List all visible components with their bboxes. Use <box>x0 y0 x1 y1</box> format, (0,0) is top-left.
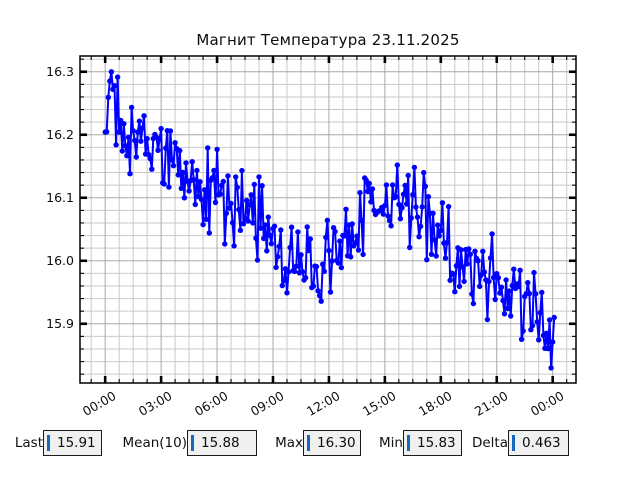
stat-value-delta: 0.463 <box>522 435 561 451</box>
text-cursor-icon <box>512 435 515 451</box>
stat-value-min: 15.83 <box>417 435 456 451</box>
chart-title: Магнит Температура 23.11.2025 <box>196 31 460 49</box>
stat-value-max: 16.30 <box>317 435 356 451</box>
stats-bar: Last 15.91 Mean(10) 15.88 Max 16.30 Min … <box>0 430 640 459</box>
text-cursor-icon <box>47 435 50 451</box>
stat-label-max: Max <box>275 435 303 451</box>
y-tick-label: 15.9 <box>46 315 74 331</box>
text-cursor-icon <box>307 435 310 451</box>
text-cursor-icon <box>191 435 194 451</box>
y-tick-label: 16.1 <box>46 189 74 205</box>
stat-label-min: Min <box>379 435 403 451</box>
stat-value-last: 15.91 <box>57 435 96 451</box>
stat-label-last: Last <box>14 435 43 451</box>
stat-field-mean10[interactable]: 15.88 <box>187 430 257 456</box>
stat-label-mean10: Mean(10) <box>122 435 188 451</box>
stat-field-min[interactable]: 15.83 <box>403 430 462 456</box>
text-cursor-icon <box>407 435 410 451</box>
stat-label-delta: Delta <box>471 435 508 451</box>
y-tick-label: 16.3 <box>46 63 74 79</box>
stat-field-last[interactable]: 15.91 <box>43 430 102 456</box>
stat-field-max[interactable]: 16.30 <box>303 430 361 456</box>
y-tick-label: 16.2 <box>46 126 74 142</box>
stat-value-mean10: 15.88 <box>201 435 240 451</box>
y-tick-label: 16.0 <box>46 252 74 268</box>
stat-field-delta[interactable]: 0.463 <box>508 430 569 456</box>
